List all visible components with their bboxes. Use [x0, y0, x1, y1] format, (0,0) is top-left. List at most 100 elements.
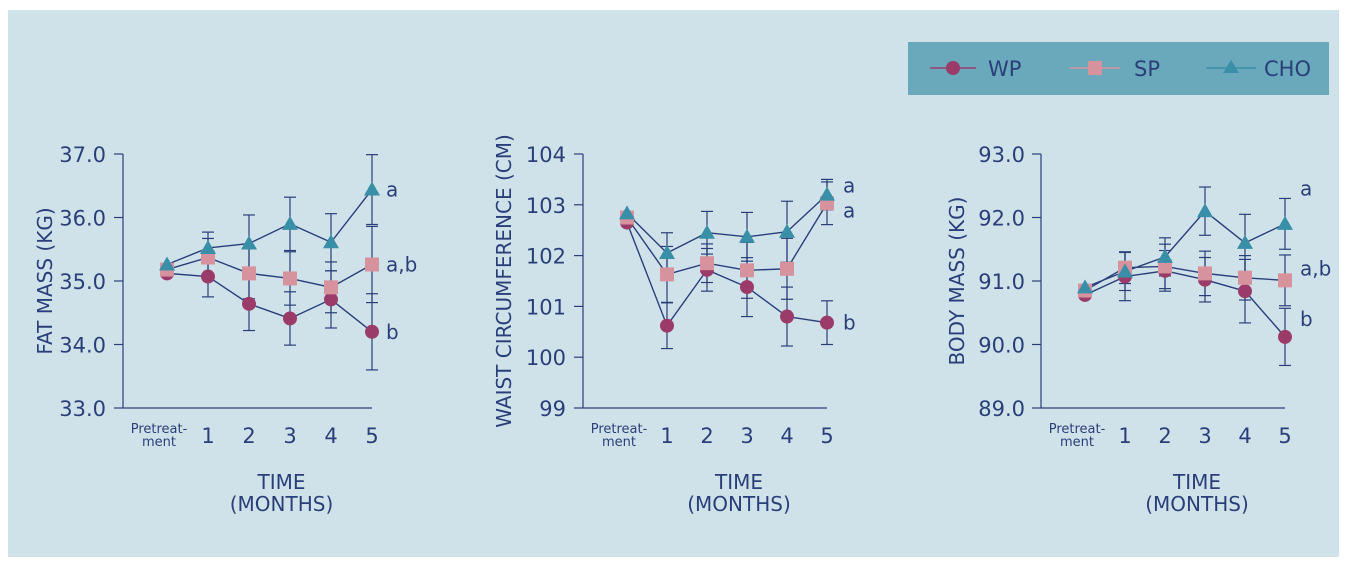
y-tick-label: 103 [526, 194, 566, 218]
data-point-wp [242, 296, 256, 311]
triangle-marker-icon [1223, 60, 1239, 73]
x-tick-label: ment [1060, 435, 1094, 450]
x-tick-label: 3 [283, 424, 296, 448]
data-point-cho [1197, 203, 1213, 218]
legend-label-cho: CHO [1264, 57, 1311, 81]
data-point-wp [365, 324, 379, 339]
data-point-wp [201, 269, 215, 284]
legend-item-cho: CHO [1206, 57, 1311, 81]
data-point-cho [1117, 263, 1133, 278]
x-tick-label: 2 [700, 424, 713, 448]
group-annotation-cho: a [1300, 176, 1312, 200]
y-tick-label: 35.0 [59, 270, 106, 294]
group-annotation-wp: b [843, 311, 856, 335]
y-tick-label: 92.0 [978, 207, 1025, 231]
data-point-wp [820, 315, 834, 330]
y-tick-label: 33.0 [59, 397, 106, 421]
x-tick-label: 2 [1158, 424, 1171, 448]
data-point-sp [1238, 270, 1252, 285]
y-tick-label: 90.0 [978, 334, 1025, 358]
data-point-wp [660, 318, 674, 333]
data-point-sp [1278, 273, 1292, 288]
figure-panel [8, 10, 1339, 557]
x-tick-label: ment [142, 435, 176, 450]
x-axis-label: TIME [1172, 470, 1221, 494]
data-point-cho [819, 186, 835, 201]
data-point-cho [779, 223, 795, 238]
x-tick-label: Pretreat- [1049, 422, 1106, 437]
group-annotation-wp: b [386, 320, 399, 344]
legend-item-sp: SP [1070, 57, 1160, 81]
x-tick-label: 1 [660, 424, 673, 448]
y-tick-label: 91.0 [978, 270, 1025, 294]
data-point-sp [780, 261, 794, 276]
y-tick-label: 93.0 [978, 143, 1025, 167]
group-annotation-cho: a [386, 178, 398, 202]
data-point-cho [1157, 248, 1173, 263]
data-point-cho [1077, 279, 1093, 294]
legend-label-sp: SP [1134, 57, 1160, 81]
legend: WP SP CHO [908, 42, 1329, 95]
group-annotation-cho: a [843, 174, 855, 198]
legend-label-wp: WP [988, 57, 1021, 81]
y-axis-label: WAIST CIRCUMFERENCE (CM) [492, 134, 516, 428]
data-point-cho [241, 235, 257, 250]
data-point-cho [159, 256, 175, 271]
data-point-cho [364, 181, 380, 196]
data-point-sp [740, 263, 754, 278]
x-tick-label: ment [602, 435, 636, 450]
series-line-wp [1084, 270, 1286, 338]
series-line-sp [1084, 265, 1286, 292]
x-tick-label: 5 [820, 424, 833, 448]
circle-marker-icon [946, 61, 960, 75]
data-point-sp [324, 280, 338, 295]
data-point-sp [201, 250, 215, 265]
y-tick-label: 102 [526, 245, 566, 269]
x-axis-label: (MONTHS) [687, 492, 791, 516]
data-point-sp [242, 266, 256, 281]
x-axis-label: (MONTHS) [1145, 492, 1249, 516]
group-annotation-sp: a,b [386, 252, 417, 276]
x-tick-label: Pretreat- [131, 422, 188, 437]
x-tick-label: 5 [1278, 424, 1291, 448]
x-tick-label: 1 [201, 424, 214, 448]
data-point-cho [200, 239, 216, 254]
data-point-cho [699, 224, 715, 239]
group-annotation-sp: a,b [1300, 256, 1331, 280]
data-point-cho [659, 245, 675, 260]
data-point-cho [1237, 234, 1253, 249]
y-tick-label: 101 [526, 295, 566, 319]
x-tick-label: 1 [1118, 424, 1131, 448]
y-axis-label: FAT MASS (KG) [33, 207, 57, 354]
data-point-sp [365, 257, 379, 272]
group-annotation-sp: a [843, 198, 855, 222]
y-axis-label: BODY MASS (KG) [945, 197, 969, 366]
x-axis-label: TIME [256, 470, 305, 494]
y-tick-label: 34.0 [59, 334, 106, 358]
y-tick-label: 100 [526, 346, 566, 370]
x-tick-label: 4 [1238, 424, 1251, 448]
data-point-sp [1198, 266, 1212, 281]
square-marker-icon [1088, 61, 1102, 75]
legend-svg: WP SP CHO [930, 57, 1311, 81]
group-annotation-wp: b [1300, 307, 1313, 331]
y-tick-label: 37.0 [59, 143, 106, 167]
y-tick-label: 99 [539, 397, 566, 421]
x-tick-label: 4 [780, 424, 793, 448]
data-point-wp [780, 309, 794, 324]
series-line-cho [626, 194, 828, 254]
x-tick-label: 4 [324, 424, 337, 448]
x-tick-label: 3 [1198, 424, 1211, 448]
data-point-cho [619, 205, 635, 220]
data-point-cho [1277, 215, 1293, 230]
data-point-cho [282, 215, 298, 230]
x-tick-label: 5 [365, 424, 378, 448]
x-tick-label: 3 [740, 424, 753, 448]
data-point-sp [660, 267, 674, 282]
data-point-wp [324, 292, 338, 307]
y-tick-label: 89.0 [978, 397, 1025, 421]
data-point-wp [740, 280, 754, 295]
